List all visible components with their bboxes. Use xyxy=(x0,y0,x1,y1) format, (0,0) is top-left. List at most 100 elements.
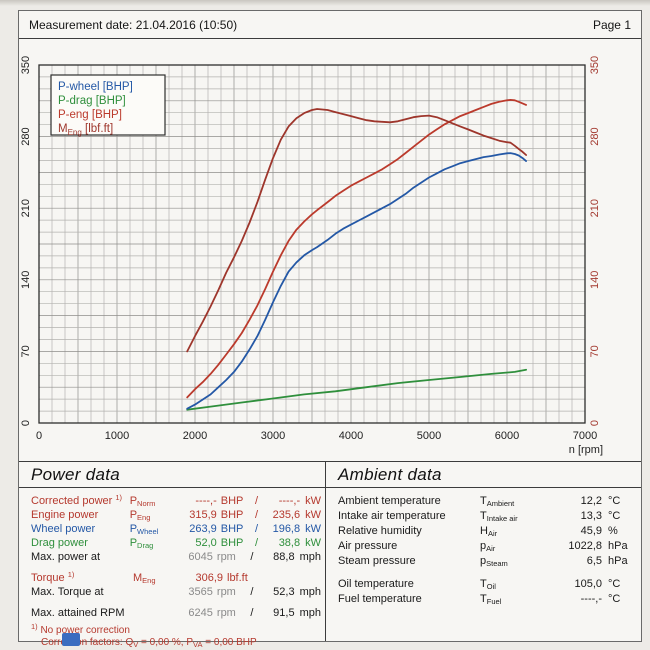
power-row-unit2: kW xyxy=(305,537,321,549)
ambient-table-row: Relative humidity HAir 45,9% xyxy=(338,524,637,539)
power-row-unit1: BHP xyxy=(220,537,244,549)
power-row-label: Max. power at xyxy=(31,551,101,563)
power-row-unit2: mph xyxy=(299,607,321,619)
x-axis-title: n [rpm] xyxy=(569,444,603,456)
curve-p-drag xyxy=(186,368,528,411)
legend-box xyxy=(50,74,166,136)
power-row-slash: / xyxy=(255,495,259,507)
power-row-slash: / xyxy=(250,586,254,598)
power-row-label: Max. Torque at xyxy=(31,586,104,598)
power-row-unit1: rpm xyxy=(216,607,236,619)
ambient-row-label: Fuel temperature xyxy=(338,593,422,605)
power-row-unit2 xyxy=(309,571,314,585)
ambient-row-unit: °C xyxy=(608,578,621,590)
ambient-table-row: Intake air temperature TIntake air 13,3 °C xyxy=(338,509,637,524)
power-row-slash: / xyxy=(250,551,254,563)
power-row-value2: 196,8 xyxy=(272,523,301,535)
power-row-unit1: lbf.ft xyxy=(227,572,248,584)
ambient-row-label: Steam pressure xyxy=(338,555,416,567)
curve-p-eng xyxy=(186,99,528,399)
power-table-row: Wheel power PWheel 263,9 BHP / 196,8 kW xyxy=(31,522,321,536)
x-tick-label: 2000 xyxy=(183,430,207,442)
power-row-symbol: PDrag xyxy=(129,537,154,550)
power-row-value1: 6245 xyxy=(188,607,213,619)
y-tick-label-left: 350 xyxy=(20,56,32,74)
power-row-value1: 3565 xyxy=(188,586,213,598)
report-page: Measurement date: 21.04.2016 (10:50) Pag… xyxy=(18,10,642,648)
power-data-heading: Power data xyxy=(19,462,325,488)
power-row-unit2: kW xyxy=(305,523,321,535)
power-row-unit1: rpm xyxy=(216,586,236,598)
ambient-table-row: Steam pressure pSteam 6,5 hPa xyxy=(338,554,637,569)
power-row-slash: / xyxy=(255,523,259,535)
power-table-row: Drag power PDrag 52,0 BHP / 38,8 kW xyxy=(31,536,321,550)
power-table-row: Engine power PEng 315,9 BHP / 235,6 kW xyxy=(31,508,321,522)
scan-artifact-blue-mark xyxy=(62,633,80,646)
x-tick-label: 6000 xyxy=(495,430,519,442)
curve-m-eng xyxy=(186,108,528,353)
ambient-data-heading: Ambient data xyxy=(326,462,641,488)
power-row-value1: 6045 xyxy=(188,551,213,563)
power-row-value1: 263,9 xyxy=(189,523,217,535)
x-tick-label: 3000 xyxy=(261,430,285,442)
scan-edge-shadow xyxy=(0,0,650,6)
power-row-value1: 315,9 xyxy=(189,509,217,521)
power-data-section: Power data Corrected power 1) PNorm ----,-… xyxy=(19,462,326,648)
y-tick-label-left: 210 xyxy=(20,199,32,217)
y-tick-label-left: 280 xyxy=(20,127,32,145)
measurement-date: Measurement date: 21.04.2016 (10:50) xyxy=(29,17,238,32)
power-table-row: Max. power at 6045 rpm / 88,8 mph xyxy=(31,550,321,564)
legend-entry: MEng [lbf.ft] xyxy=(58,123,113,137)
ambient-row-symbol: HAir xyxy=(480,525,498,538)
y-tick-label-left: 0 xyxy=(20,420,32,426)
ambient-row-unit: °C xyxy=(608,593,621,605)
power-row-unit2: kW xyxy=(305,509,321,521)
power-row-symbol: PEng xyxy=(129,509,151,522)
power-row-value2: 235,6 xyxy=(272,509,301,521)
power-row-value1: 306,9 xyxy=(195,572,223,584)
report-header: Measurement date: 21.04.2016 (10:50) Pag… xyxy=(19,11,641,39)
plot-frame xyxy=(38,64,586,424)
y-tick-label-right: 0 xyxy=(589,420,601,426)
power-row-label: Engine power xyxy=(31,509,99,521)
ambient-row-value: 13,3 xyxy=(580,510,602,522)
power-row-label: Corrected power 1) xyxy=(31,493,123,507)
x-tick-label: 4000 xyxy=(339,430,363,442)
ambient-row-label: Relative humidity xyxy=(338,525,422,537)
ambient-row-unit: hPa xyxy=(608,540,628,552)
y-tick-label-left: 140 xyxy=(20,271,32,289)
power-row-slash: / xyxy=(255,537,259,549)
ambient-row-symbol: TAmbient xyxy=(480,495,515,508)
ambient-row-unit: °C xyxy=(608,495,621,507)
power-footnote-line: Correction factors: QV = 0,00 %, PVA = 0… xyxy=(41,637,257,649)
ambient-row-symbol: TIntake air xyxy=(480,510,518,523)
power-table-row: Max. Torque at 3565 rpm / 52,3 mph xyxy=(31,585,321,599)
power-row-value2 xyxy=(269,571,309,585)
power-row-unit1: BHP xyxy=(220,523,244,535)
ambient-table-row: Fuel temperature TFuel ----,- °C xyxy=(338,592,637,607)
power-row-symbol: PWheel xyxy=(129,523,159,536)
ambient-row-value: ----,- xyxy=(580,593,602,605)
ambient-table-row: Oil temperature TOil 105,0 °C xyxy=(338,577,637,592)
power-footnote-line: 1) No power correction xyxy=(31,622,130,636)
y-tick-label-right: 280 xyxy=(589,127,601,145)
power-row-symbol xyxy=(128,606,173,620)
power-row-slash xyxy=(259,571,269,585)
power-row-value1: ----,- xyxy=(195,495,217,507)
power-row-value2: ----,- xyxy=(278,495,301,507)
data-sections: Power data Corrected power 1) PNorm ----,-… xyxy=(19,461,641,648)
power-row-symbol xyxy=(128,550,173,564)
ambient-data-rows: Ambient temperature TAmbient 12,2 °C Intake … xyxy=(326,488,641,607)
ambient-row-value: 1022,8 xyxy=(568,540,602,552)
power-row-value1: 52,0 xyxy=(195,537,217,549)
power-table-row: Max. attained RPM 6245 rpm / 91,5 mph xyxy=(31,606,321,620)
ambient-row-label: Ambient temperature xyxy=(338,495,441,507)
power-table-row: Torque 1) MEng 306,9 lbf.ft xyxy=(31,571,321,585)
power-footnotes: 1) No power correction Correction factors… xyxy=(31,622,321,649)
power-row-value2: 38,8 xyxy=(278,537,301,549)
ambient-row-symbol: TOil xyxy=(480,578,496,591)
y-tick-label-right: 350 xyxy=(589,56,601,74)
power-row-unit2: kW xyxy=(305,495,321,507)
power-row-unit2: mph xyxy=(299,551,321,563)
power-row-unit2: mph xyxy=(299,586,321,598)
